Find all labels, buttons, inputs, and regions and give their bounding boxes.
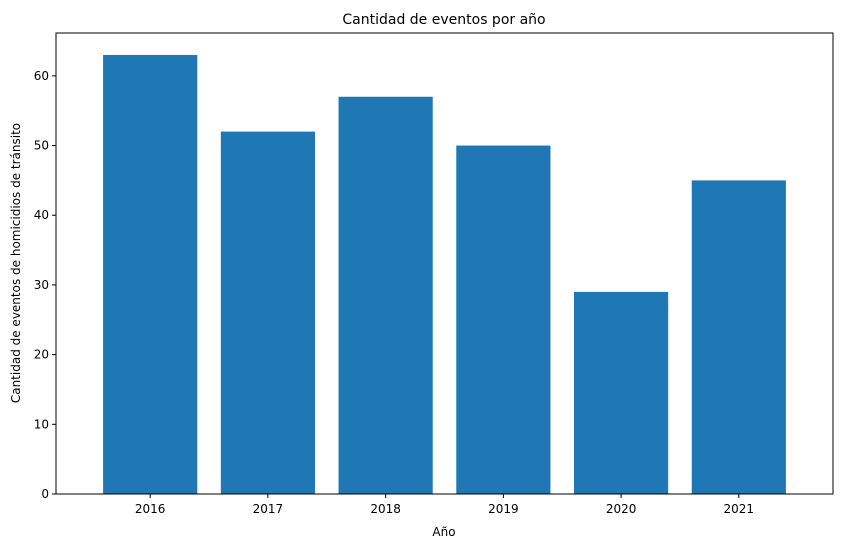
x-tick-label: 2018 [370, 502, 401, 516]
chart-title: Cantidad de eventos por año [342, 12, 545, 28]
y-tick-label: 20 [34, 348, 49, 362]
x-tick-label: 2020 [606, 502, 637, 516]
x-tick-label: 2017 [253, 502, 284, 516]
bar-2020 [574, 291, 669, 494]
y-tick-label: 40 [34, 208, 49, 222]
y-tick-label: 0 [41, 487, 49, 501]
bar-2017 [220, 131, 315, 495]
x-axis-ticks: 2016 2017 2018 2019 2020 2021 [135, 494, 754, 516]
x-tick-label: 2016 [135, 502, 166, 516]
y-tick-label: 30 [34, 278, 49, 292]
x-tick-label: 2021 [724, 502, 755, 516]
bar-2016 [103, 54, 198, 494]
plot-frame [55, 32, 834, 495]
bar-2018 [338, 96, 433, 495]
y-tick-label: 10 [34, 417, 49, 431]
y-axis-ticks: 0 10 20 30 40 50 60 [34, 69, 56, 501]
bars-layer [103, 54, 786, 495]
y-axis-label: Cantidad de eventos de homicidios de trá… [9, 123, 23, 403]
bar-2021 [691, 180, 786, 494]
x-tick-label: 2019 [488, 502, 519, 516]
y-tick-label: 50 [34, 139, 49, 153]
x-axis-label: Año [432, 525, 455, 539]
bar-2019 [456, 145, 551, 495]
y-tick-label: 60 [34, 69, 49, 83]
